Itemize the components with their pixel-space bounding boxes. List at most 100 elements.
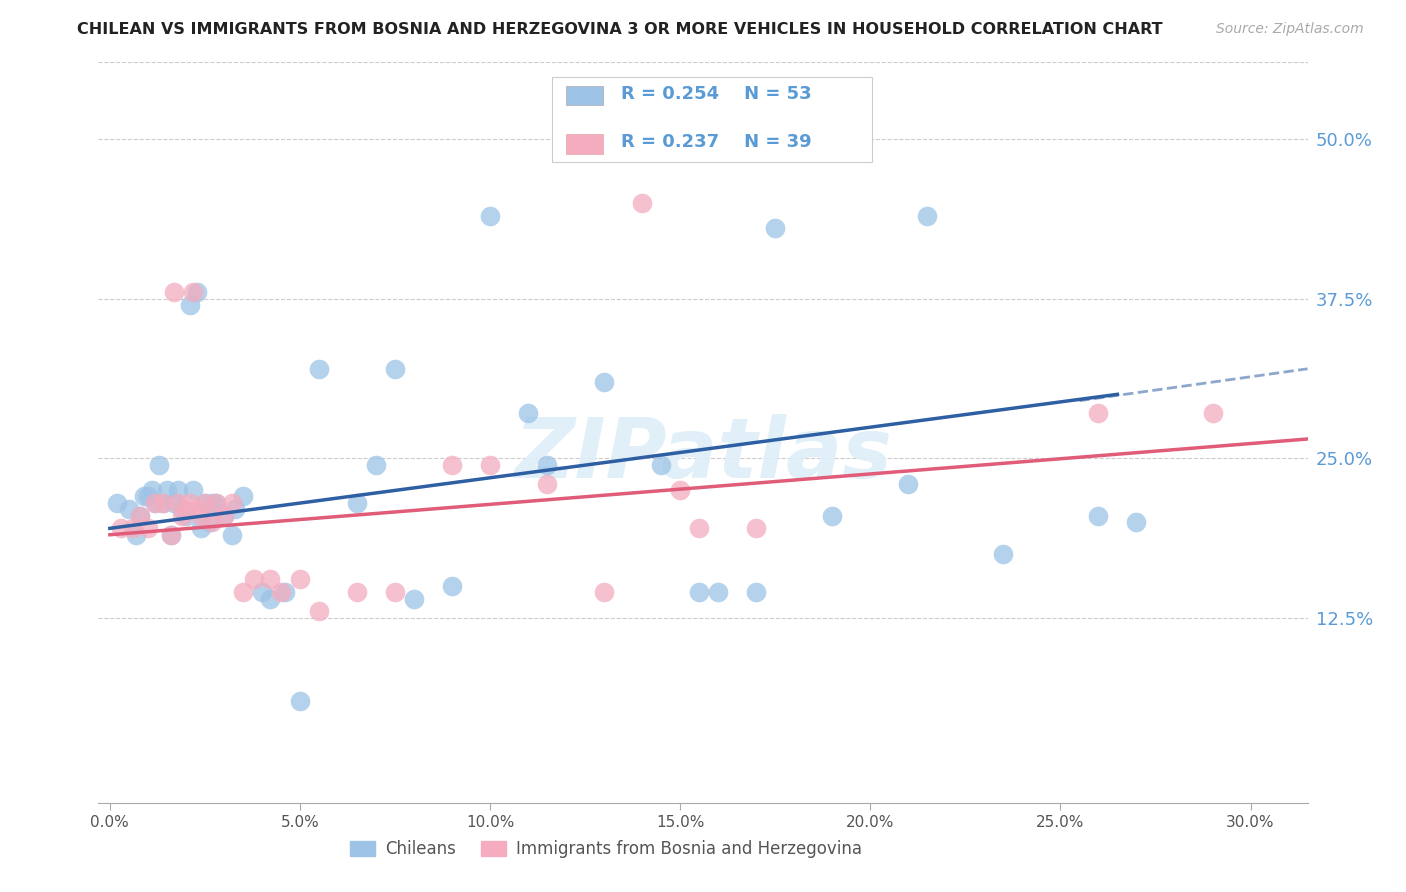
Point bbox=[536, 476, 558, 491]
Point bbox=[152, 496, 174, 510]
Point bbox=[190, 521, 212, 535]
Point bbox=[346, 496, 368, 510]
Point bbox=[232, 490, 254, 504]
Point bbox=[364, 458, 387, 472]
Point bbox=[259, 591, 281, 606]
Text: R = 0.254    N = 53: R = 0.254 N = 53 bbox=[621, 86, 811, 103]
Point bbox=[897, 476, 920, 491]
Point bbox=[141, 483, 163, 497]
Point bbox=[201, 515, 224, 529]
Point bbox=[243, 573, 266, 587]
Point bbox=[270, 585, 292, 599]
Point bbox=[288, 694, 311, 708]
Point bbox=[174, 508, 197, 523]
Point bbox=[821, 508, 844, 523]
Point bbox=[129, 508, 152, 523]
Point bbox=[197, 515, 219, 529]
Point bbox=[479, 458, 502, 472]
Point bbox=[167, 483, 190, 497]
Point bbox=[194, 496, 217, 510]
Point bbox=[121, 521, 143, 535]
Point bbox=[993, 547, 1015, 561]
Point bbox=[224, 502, 246, 516]
Text: CHILEAN VS IMMIGRANTS FROM BOSNIA AND HERZEGOVINA 3 OR MORE VEHICLES IN HOUSEHOL: CHILEAN VS IMMIGRANTS FROM BOSNIA AND HE… bbox=[77, 22, 1163, 37]
FancyBboxPatch shape bbox=[551, 78, 872, 162]
Point bbox=[174, 502, 197, 516]
Point bbox=[1087, 508, 1109, 523]
Point bbox=[148, 458, 170, 472]
Point bbox=[384, 585, 406, 599]
Point bbox=[179, 298, 201, 312]
Text: R = 0.237    N = 39: R = 0.237 N = 39 bbox=[621, 134, 811, 152]
Point bbox=[136, 490, 159, 504]
Point bbox=[167, 496, 190, 510]
Point bbox=[274, 585, 297, 599]
Point bbox=[232, 585, 254, 599]
Point bbox=[110, 521, 132, 535]
Point bbox=[479, 209, 502, 223]
FancyBboxPatch shape bbox=[567, 135, 603, 153]
Point bbox=[125, 527, 148, 541]
Point bbox=[152, 496, 174, 510]
Point bbox=[221, 527, 243, 541]
Point bbox=[170, 502, 193, 516]
Text: ZIPatlas: ZIPatlas bbox=[515, 414, 891, 495]
Point bbox=[384, 361, 406, 376]
Point bbox=[179, 496, 201, 510]
Point bbox=[536, 458, 558, 472]
Point bbox=[156, 483, 179, 497]
Point bbox=[145, 496, 167, 510]
Point bbox=[745, 585, 768, 599]
Point bbox=[221, 496, 243, 510]
Point bbox=[441, 458, 464, 472]
Point bbox=[593, 585, 616, 599]
Point bbox=[745, 521, 768, 535]
Point bbox=[212, 508, 235, 523]
Point bbox=[707, 585, 730, 599]
Point bbox=[205, 496, 228, 510]
Point bbox=[1087, 407, 1109, 421]
Point bbox=[308, 604, 330, 618]
Point bbox=[688, 585, 710, 599]
Point bbox=[1201, 407, 1223, 421]
Point bbox=[631, 195, 654, 210]
Point bbox=[688, 521, 710, 535]
Point bbox=[190, 508, 212, 523]
Point bbox=[186, 285, 208, 300]
Legend: Chileans, Immigrants from Bosnia and Herzegovina: Chileans, Immigrants from Bosnia and Her… bbox=[343, 833, 869, 865]
Point bbox=[212, 508, 235, 523]
Point bbox=[132, 490, 155, 504]
Point bbox=[250, 585, 273, 599]
Point bbox=[183, 483, 205, 497]
Point bbox=[669, 483, 692, 497]
FancyBboxPatch shape bbox=[567, 87, 603, 105]
Point bbox=[118, 502, 141, 516]
Text: Source: ZipAtlas.com: Source: ZipAtlas.com bbox=[1216, 22, 1364, 37]
Point bbox=[129, 508, 152, 523]
Point bbox=[205, 496, 228, 510]
Point bbox=[259, 573, 281, 587]
Point bbox=[402, 591, 425, 606]
Point bbox=[159, 527, 181, 541]
Point bbox=[163, 285, 186, 300]
Point bbox=[159, 527, 181, 541]
Point bbox=[186, 502, 208, 516]
Point bbox=[163, 496, 186, 510]
Point bbox=[170, 508, 193, 523]
Point bbox=[183, 285, 205, 300]
Point bbox=[517, 407, 540, 421]
Point bbox=[346, 585, 368, 599]
Point bbox=[917, 209, 939, 223]
Point bbox=[1125, 515, 1147, 529]
Point bbox=[194, 496, 217, 510]
Point bbox=[593, 375, 616, 389]
Point bbox=[650, 458, 672, 472]
Point bbox=[136, 521, 159, 535]
Point bbox=[201, 496, 224, 510]
Point bbox=[145, 496, 167, 510]
Point bbox=[441, 579, 464, 593]
Point bbox=[288, 573, 311, 587]
Point bbox=[763, 221, 786, 235]
Point bbox=[107, 496, 129, 510]
Point bbox=[308, 361, 330, 376]
